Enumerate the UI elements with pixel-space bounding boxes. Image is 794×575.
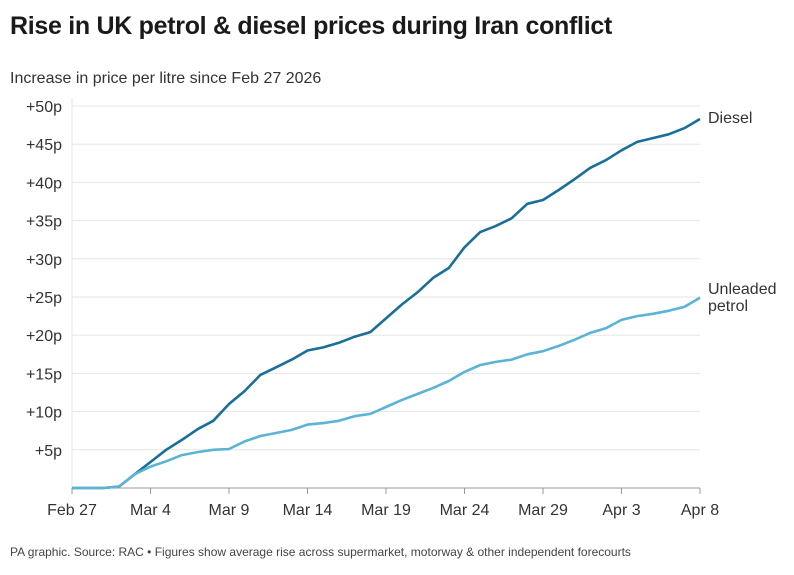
y-tick-label: +50p bbox=[26, 99, 62, 116]
x-tick-label: Feb 27 bbox=[47, 502, 97, 519]
series-label: Diesel bbox=[708, 110, 752, 127]
y-tick-label: +15p bbox=[26, 366, 62, 383]
x-tick-label: Mar 29 bbox=[518, 502, 568, 519]
series-line-unleaded-petrol bbox=[72, 296, 701, 490]
x-tick-label: Apr 3 bbox=[602, 502, 640, 519]
y-tick-label: +30p bbox=[26, 252, 62, 269]
y-tick-label: +45p bbox=[26, 137, 62, 154]
y-tick-label: +25p bbox=[26, 290, 62, 307]
x-tick-label: Mar 24 bbox=[440, 502, 490, 519]
x-tick-label: Mar 14 bbox=[283, 502, 333, 519]
y-axis-label: Increase in price per litre since Feb 27… bbox=[10, 70, 322, 87]
source-footer: PA graphic. Source: RAC • Figures show a… bbox=[10, 545, 631, 559]
y-tick-label: +40p bbox=[26, 175, 62, 192]
chart-title: Rise in UK petrol & diesel prices during… bbox=[10, 12, 612, 40]
series-label: Unleaded bbox=[708, 281, 777, 298]
y-tick-label: +20p bbox=[26, 328, 62, 345]
x-tick-label: Mar 9 bbox=[209, 502, 250, 519]
y-tick-label: +5p bbox=[35, 443, 62, 460]
y-tick-label: +35p bbox=[26, 214, 62, 231]
series-line-diesel bbox=[72, 117, 701, 490]
y-tick-label: +10p bbox=[26, 405, 62, 422]
series-label: petrol bbox=[708, 298, 748, 315]
x-tick-label: Apr 8 bbox=[681, 502, 719, 519]
x-tick-label: Mar 19 bbox=[361, 502, 411, 519]
x-tick-label: Mar 4 bbox=[130, 502, 171, 519]
